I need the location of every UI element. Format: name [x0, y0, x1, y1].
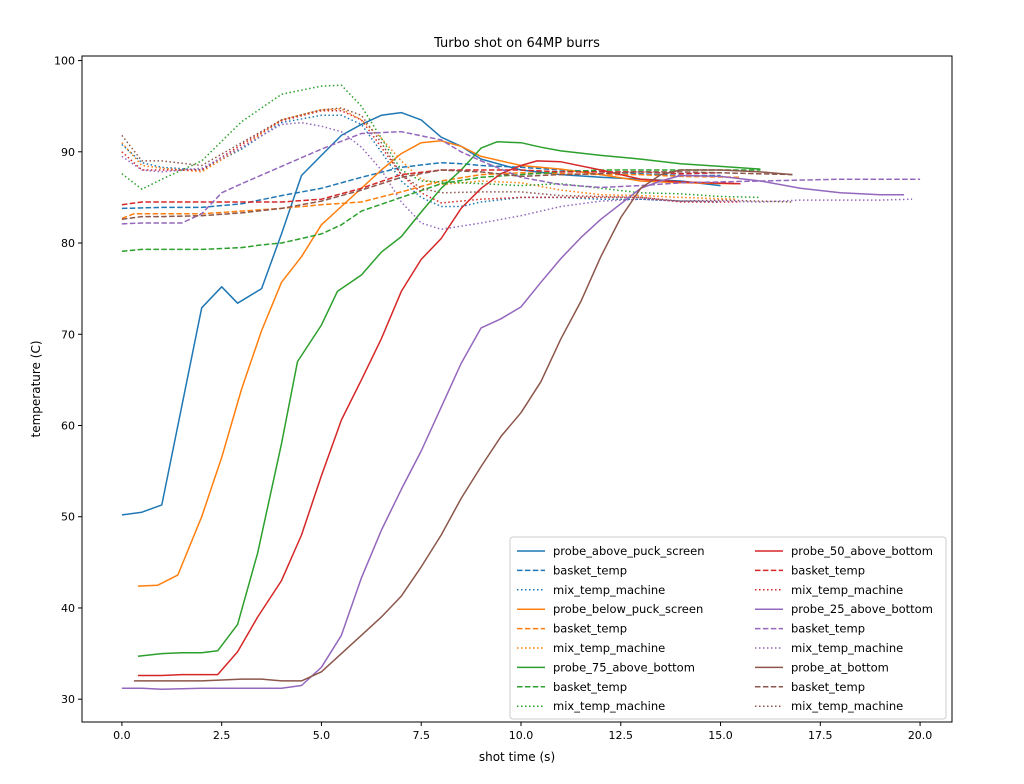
legend-label: probe_at_bottom — [791, 660, 889, 674]
x-tick-label: 5.0 — [313, 729, 331, 742]
legend-label: basket_temp — [791, 563, 865, 577]
series-line-mix-temp-machine-8 — [121, 84, 761, 199]
y-tick-label: 40 — [61, 602, 75, 615]
legend-label: mix_temp_machine — [791, 583, 903, 597]
series-line-probe-25-above-bottom-12 — [121, 174, 905, 690]
series-line-probe-75-above-bottom-6 — [137, 141, 761, 658]
x-tick-label: 10.0 — [509, 729, 534, 742]
series-line-basket-temp-1 — [121, 161, 721, 210]
plot-lines — [121, 84, 921, 690]
legend-label: probe_25_above_bottom — [791, 602, 933, 616]
series-line-basket-temp-7 — [121, 169, 761, 252]
x-tick-label: 15.0 — [708, 729, 733, 742]
legend-label: probe_50_above_bottom — [791, 544, 933, 558]
legend-label: basket_temp — [553, 563, 627, 577]
x-tick-label: 20.0 — [908, 729, 933, 742]
y-tick-label: 30 — [61, 693, 75, 706]
series-line-mix-temp-machine-5 — [121, 108, 737, 200]
series-line-probe-50-above-bottom-9 — [137, 160, 741, 677]
legend-label: probe_below_puck_screen — [553, 602, 703, 616]
y-tick-label: 90 — [61, 146, 75, 159]
x-tick-label: 0.0 — [113, 729, 131, 742]
x-axis: 0.0 2.5 5.0 7.5 10.0 12.5 15.0 17.5 20.0 — [113, 722, 932, 742]
series-line-mix-temp-machine-17 — [121, 107, 793, 203]
series-line-mix-temp-machine-14 — [121, 121, 913, 231]
series-line-mix-temp-machine-2 — [121, 114, 721, 208]
x-axis-label: shot time (s) — [479, 750, 555, 764]
y-tick-label: 80 — [61, 237, 75, 250]
x-tick-label: 2.5 — [213, 729, 231, 742]
series-line-probe-at-bottom-15 — [133, 169, 793, 682]
series-line-mix-temp-machine-11 — [121, 109, 741, 204]
series-line-basket-temp-13 — [121, 130, 921, 225]
axes-frame — [81, 55, 953, 723]
legend-label: mix_temp_machine — [791, 699, 903, 713]
legend-label: basket_temp — [791, 680, 865, 694]
series-line-probe-below-puck-screen-3 — [137, 140, 737, 587]
x-tick-label: 7.5 — [412, 729, 430, 742]
legend-label: basket_temp — [553, 680, 627, 694]
legend-label: mix_temp_machine — [553, 699, 665, 713]
y-tick-label: 60 — [61, 419, 75, 432]
y-tick-label: 70 — [61, 328, 75, 341]
x-tick-label: 12.5 — [609, 729, 634, 742]
series-line-basket-temp-10 — [121, 169, 721, 206]
legend-label: probe_above_puck_screen — [553, 544, 705, 558]
chart-title: Turbo shot on 64MP burrs — [433, 36, 600, 51]
legend-label: mix_temp_machine — [553, 583, 665, 597]
legend-box — [509, 536, 947, 720]
series-line-basket-temp-4 — [121, 172, 741, 220]
y-tick-label: 100 — [54, 55, 75, 68]
legend-label: basket_temp — [791, 622, 865, 636]
legend-label: probe_75_above_bottom — [553, 660, 695, 674]
series-line-basket-temp-16 — [121, 169, 793, 221]
legend: probe_above_puck_screen basket_temp mix_te… — [509, 536, 947, 720]
x-tick-label: 17.5 — [808, 729, 833, 742]
legend-label: basket_temp — [553, 622, 627, 636]
y-tick-label: 50 — [61, 511, 75, 524]
legend-label: mix_temp_machine — [791, 641, 903, 655]
y-axis: 30 40 50 60 70 80 90 100 — [54, 55, 82, 706]
y-axis-label: temperature (C) — [29, 341, 43, 438]
legend-label: mix_temp_machine — [553, 641, 665, 655]
